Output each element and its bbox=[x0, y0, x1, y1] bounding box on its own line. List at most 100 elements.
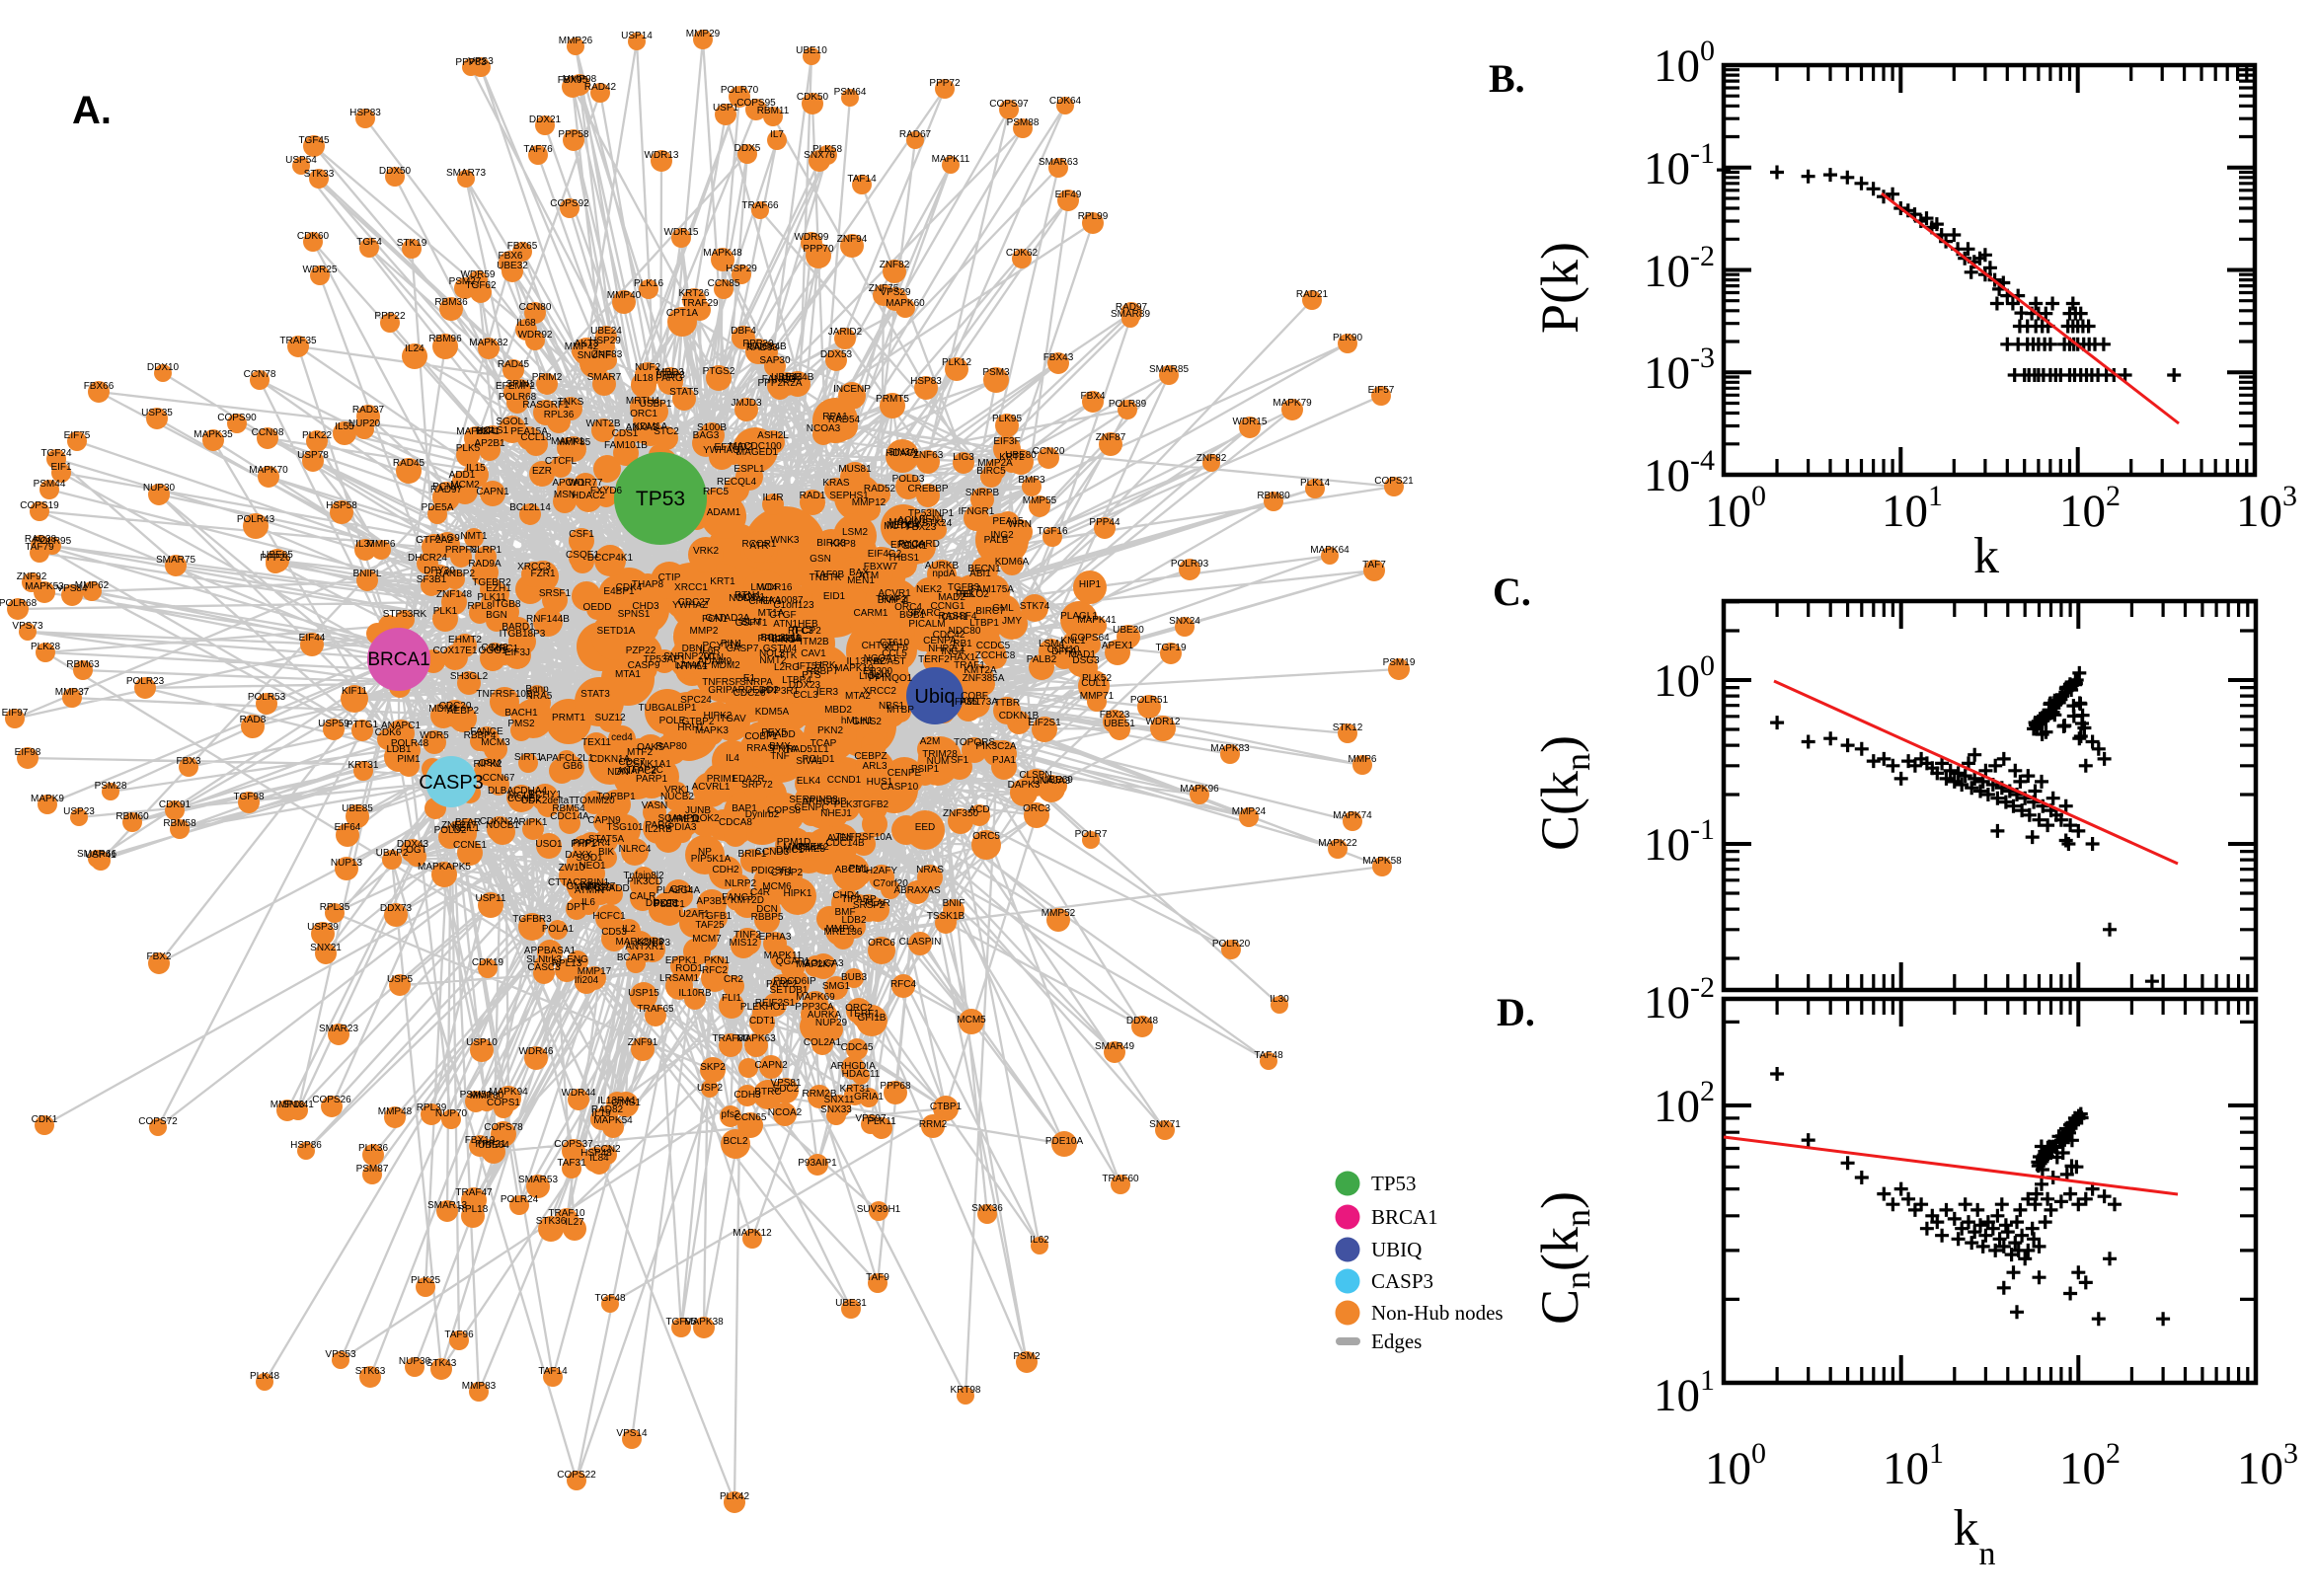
svg-text:EFEMP2: EFEMP2 bbox=[496, 381, 535, 392]
svg-text:SCAMP1: SCAMP1 bbox=[657, 813, 699, 824]
svg-text:EDA2R: EDA2R bbox=[732, 774, 764, 785]
svg-text:CCN10: CCN10 bbox=[1047, 645, 1080, 655]
svg-text:TRIM28: TRIM28 bbox=[922, 749, 958, 760]
svg-text:NOD1: NOD1 bbox=[737, 592, 765, 603]
svg-text:SUV39H1: SUV39H1 bbox=[857, 1204, 901, 1215]
svg-text:KRT31: KRT31 bbox=[348, 760, 379, 771]
svg-text:MCM4: MCM4 bbox=[888, 517, 918, 528]
svg-text:VPS29: VPS29 bbox=[880, 287, 911, 298]
svg-text:POLD2: POLD2 bbox=[434, 825, 467, 836]
svg-text:H2AFY: H2AFY bbox=[866, 866, 898, 876]
svg-text:VPS53: VPS53 bbox=[325, 1349, 356, 1360]
svg-text:IL6R: IL6R bbox=[699, 646, 720, 656]
svg-text:RAD67: RAD67 bbox=[899, 129, 932, 140]
svg-text:P93AIP1: P93AIP1 bbox=[798, 1158, 837, 1169]
svg-text:UBE80: UBE80 bbox=[1005, 450, 1037, 461]
svg-text:TGF62: TGF62 bbox=[465, 280, 497, 291]
svg-text:SKP2: SKP2 bbox=[700, 1062, 726, 1073]
svg-text:P(k): P(k) bbox=[1530, 242, 1589, 334]
svg-text:SUZ12: SUZ12 bbox=[594, 713, 626, 723]
svg-text:TGF95: TGF95 bbox=[665, 1317, 697, 1328]
svg-text:HSP58: HSP58 bbox=[326, 500, 357, 511]
svg-text:ANAPC1: ANAPC1 bbox=[381, 721, 421, 731]
svg-text:TGFBR3: TGFBR3 bbox=[512, 914, 552, 925]
svg-text:SNRNP200: SNRNP200 bbox=[663, 651, 715, 662]
svg-text:LDB2: LDB2 bbox=[841, 915, 866, 926]
svg-text:MMP37: MMP37 bbox=[55, 687, 90, 698]
svg-text:ATR: ATR bbox=[749, 541, 768, 552]
svg-text:PICALM: PICALM bbox=[908, 619, 945, 630]
svg-text:MIS12: MIS12 bbox=[730, 938, 758, 949]
svg-text:PSM27: PSM27 bbox=[449, 276, 482, 287]
svg-text:KMT2A: KMT2A bbox=[964, 665, 997, 676]
svg-text:STK33: STK33 bbox=[304, 169, 335, 180]
svg-text:COPS95: COPS95 bbox=[736, 98, 776, 109]
svg-text:ORC6: ORC6 bbox=[868, 938, 895, 949]
svg-text:PLK3: PLK3 bbox=[834, 799, 859, 810]
svg-text:POLR95: POLR95 bbox=[34, 536, 72, 547]
svg-text:ING4: ING4 bbox=[941, 646, 965, 657]
svg-text:PRIM1: PRIM1 bbox=[707, 774, 737, 785]
svg-text:CASP7: CASP7 bbox=[727, 644, 759, 654]
svg-text:MAPK79: MAPK79 bbox=[1273, 398, 1312, 409]
svg-text:HSP83: HSP83 bbox=[910, 376, 942, 387]
svg-text:PSM87: PSM87 bbox=[356, 1164, 389, 1175]
svg-text:COPS8: COPS8 bbox=[767, 805, 801, 816]
svg-text:UBE44: UBE44 bbox=[771, 372, 803, 383]
svg-text:MRTH4: MRTH4 bbox=[626, 396, 660, 407]
svg-text:TSSK1B: TSSK1B bbox=[927, 911, 965, 922]
svg-text:GRIA1: GRIA1 bbox=[854, 1092, 884, 1102]
svg-text:STAT3: STAT3 bbox=[580, 689, 610, 700]
svg-text:TAF76: TAF76 bbox=[523, 144, 553, 155]
svg-text:POLR51: POLR51 bbox=[1130, 695, 1169, 706]
svg-text:WDR99: WDR99 bbox=[794, 232, 828, 243]
svg-text:UBE24: UBE24 bbox=[590, 326, 622, 337]
svg-text:WNT2B: WNT2B bbox=[586, 418, 621, 429]
svg-text:PPP70: PPP70 bbox=[803, 244, 834, 255]
svg-text:MMP24: MMP24 bbox=[1232, 806, 1267, 817]
svg-text:NDC80: NDC80 bbox=[949, 626, 981, 637]
svg-text:STK63: STK63 bbox=[355, 1366, 386, 1377]
svg-text:RFC5: RFC5 bbox=[703, 487, 730, 497]
svg-text:KRT2: KRT2 bbox=[999, 452, 1025, 463]
svg-text:MAPK94: MAPK94 bbox=[489, 1087, 528, 1098]
svg-text:POT1: POT1 bbox=[654, 898, 680, 909]
svg-text:ATM: ATM bbox=[859, 570, 879, 581]
svg-text:SMAR66: SMAR66 bbox=[77, 849, 116, 860]
svg-text:MAPK64: MAPK64 bbox=[1310, 545, 1350, 556]
svg-text:MTF2: MTF2 bbox=[627, 747, 654, 758]
svg-text:CDC42: CDC42 bbox=[933, 630, 965, 641]
svg-text:POLR48: POLR48 bbox=[391, 738, 429, 749]
svg-text:CTBP2: CTBP2 bbox=[771, 868, 804, 878]
svg-text:BAG3: BAG3 bbox=[693, 430, 720, 441]
svg-text:PLK90: PLK90 bbox=[1333, 333, 1362, 343]
svg-text:FBX65: FBX65 bbox=[507, 241, 538, 252]
svg-text:CAPN1: CAPN1 bbox=[476, 487, 509, 497]
svg-text:ABI1: ABI1 bbox=[969, 569, 991, 579]
svg-text:ZNF91: ZNF91 bbox=[628, 1037, 658, 1048]
svg-text:KRT1: KRT1 bbox=[710, 576, 735, 587]
svg-text:FAM101B: FAM101B bbox=[604, 440, 648, 451]
svg-text:CCL3: CCL3 bbox=[793, 690, 818, 701]
svg-text:NMT2: NMT2 bbox=[759, 655, 787, 666]
svg-text:ARHGDIB: ARHGDIB bbox=[802, 797, 847, 807]
svg-text:SF3B1: SF3B1 bbox=[417, 574, 447, 585]
svg-text:CDH3: CDH3 bbox=[733, 1090, 761, 1101]
svg-text:SERPINB8: SERPINB8 bbox=[789, 795, 838, 805]
svg-text:TGF48: TGF48 bbox=[594, 1293, 626, 1304]
svg-text:POLR43: POLR43 bbox=[237, 514, 275, 525]
svg-text:TOMM20: TOMM20 bbox=[574, 796, 615, 806]
svg-text:BRIP1: BRIP1 bbox=[738, 849, 767, 860]
svg-text:NUM: NUM bbox=[927, 756, 950, 767]
svg-text:WDR59: WDR59 bbox=[460, 269, 495, 280]
svg-text:SRSF1: SRSF1 bbox=[539, 588, 572, 599]
svg-text:MMP2: MMP2 bbox=[690, 626, 719, 637]
svg-text:FBX2: FBX2 bbox=[146, 951, 171, 962]
svg-text:DDX98: DDX98 bbox=[646, 898, 678, 909]
svg-text:STK36: STK36 bbox=[536, 1216, 567, 1227]
svg-text:ASH2L: ASH2L bbox=[757, 430, 789, 441]
svg-text:DDX10: DDX10 bbox=[147, 362, 180, 373]
svg-text:MT1A: MT1A bbox=[758, 608, 785, 619]
svg-text:EIF1: EIF1 bbox=[50, 462, 72, 473]
svg-text:MCM2: MCM2 bbox=[450, 480, 480, 491]
